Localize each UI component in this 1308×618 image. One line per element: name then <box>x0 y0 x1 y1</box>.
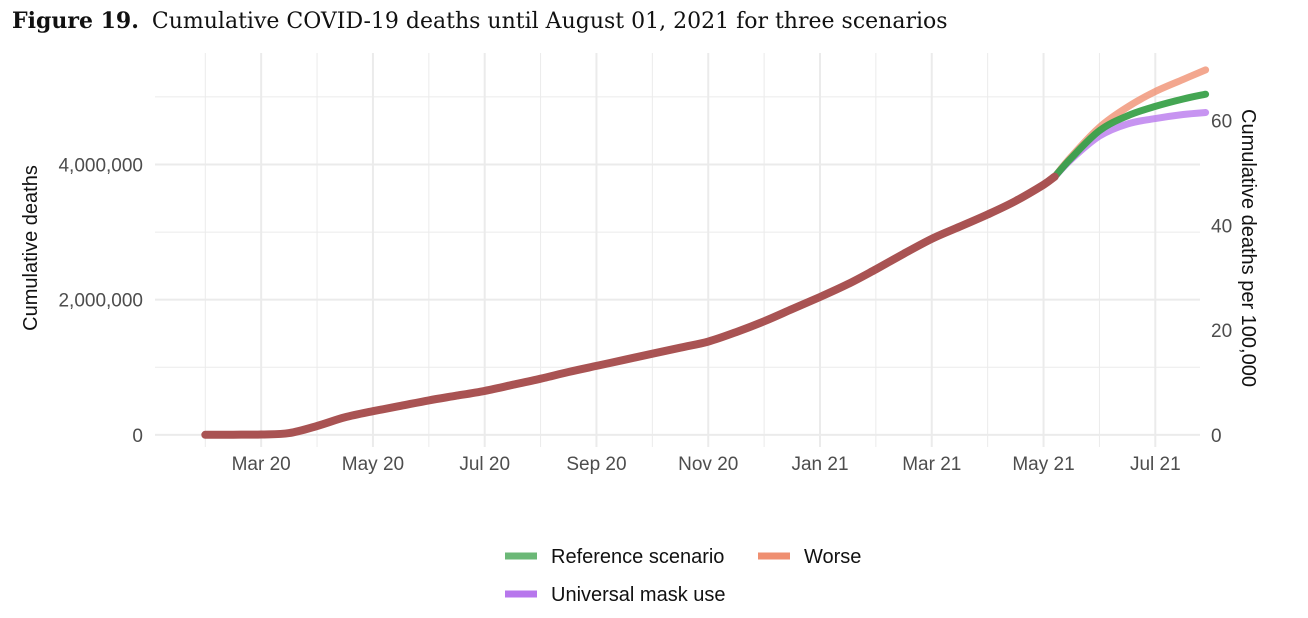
y2-axis-title: Cumulative deaths per 100,000 <box>1237 109 1259 387</box>
figure-title: Cumulative COVID-19 deaths until August … <box>151 9 948 34</box>
x-tick-label: Mar 20 <box>232 454 291 475</box>
figure-label: Figure 19. <box>12 8 139 34</box>
x-tick-label: Sep 20 <box>566 454 626 475</box>
x-tick-label: Jul 21 <box>1130 454 1181 475</box>
y-tick-label: 2,000,000 <box>58 291 143 312</box>
legend-label-reference: Reference scenario <box>551 546 724 568</box>
y-tick-label: 4,000,000 <box>58 156 143 177</box>
series-line-mask <box>1051 109 1210 181</box>
y-tick-label: 0 <box>132 426 143 447</box>
y2-tick-label: 60 <box>1211 112 1232 133</box>
legend: Reference scenario Worse Universal mask … <box>505 546 861 606</box>
y2-tick-label: 20 <box>1211 321 1232 342</box>
x-tick-label: Nov 20 <box>678 454 738 475</box>
x-tick-label: May 20 <box>342 454 404 475</box>
x-tick-label: May 21 <box>1012 454 1074 475</box>
x-tick-label: Mar 21 <box>902 454 961 475</box>
y2-tick-label: 0 <box>1211 426 1222 447</box>
legend-label-worse: Worse <box>804 546 861 568</box>
y2-tick-label: 40 <box>1211 216 1232 237</box>
axes: Mar 20 May 20 Jul 20 Sep 20 Nov 20 Jan 21 Mar … <box>58 112 1232 475</box>
x-tick-label: Jan 21 <box>791 454 848 475</box>
series-group <box>201 66 1210 439</box>
legend-label-mask: Universal mask use <box>551 584 726 606</box>
y-axis-title: Cumulative deaths <box>20 165 42 331</box>
x-tick-label: Jul 20 <box>459 454 510 475</box>
series-line-historical <box>201 172 1059 439</box>
grid <box>155 53 1200 447</box>
series-line-reference <box>1051 90 1210 181</box>
figure-caption: Figure 19. Cumulative COVID-19 deaths un… <box>12 8 948 34</box>
